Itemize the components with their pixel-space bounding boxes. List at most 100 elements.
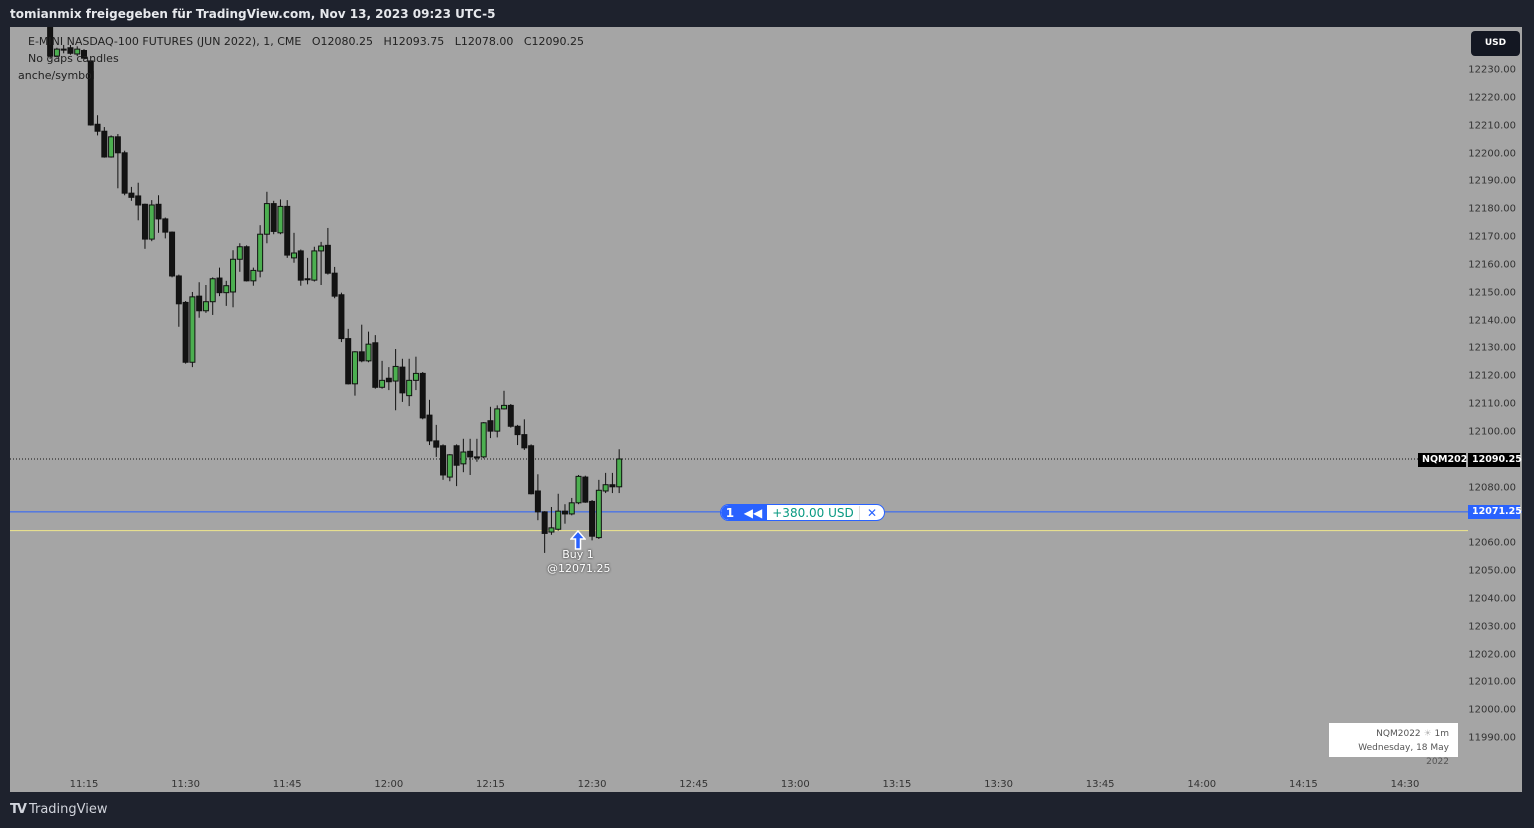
candle-up — [548, 527, 555, 533]
tradingview-logo[interactable]: TV TradingView — [10, 802, 107, 817]
candle-down — [331, 272, 338, 297]
candle-up — [616, 458, 623, 488]
candle-down — [121, 152, 128, 194]
candle-up — [189, 296, 196, 363]
candle-down — [324, 244, 331, 274]
time-axis-label: 12:30 — [577, 779, 607, 790]
time-axis-label: 14:30 — [1390, 779, 1420, 790]
info-interval: 1m — [1434, 729, 1450, 739]
candle-up — [60, 48, 67, 51]
candle-up — [494, 408, 501, 432]
buy-price-label: @12071.25 — [547, 562, 611, 575]
candle-down — [155, 203, 162, 220]
last-price-tag: 12090.25 — [1468, 453, 1522, 467]
candle-down — [345, 338, 352, 385]
candle-up — [108, 136, 115, 158]
candle-down — [399, 366, 406, 394]
candle-down — [521, 434, 528, 449]
candle-down — [589, 500, 596, 537]
price-axis-label: 12050.00 — [1468, 565, 1516, 577]
candlestick-plot[interactable] — [10, 27, 1522, 792]
sun-icon: ☀ — [1423, 729, 1432, 739]
candle-down — [561, 510, 568, 515]
candle-down — [135, 195, 142, 206]
legend-open: O12080.25 — [311, 35, 373, 48]
close-icon[interactable]: ✕ — [859, 505, 884, 520]
candle-up — [568, 502, 575, 515]
candle-up — [74, 48, 81, 55]
candle-up — [311, 250, 318, 281]
price-axis-label: 12190.00 — [1468, 175, 1516, 187]
price-axis-label: 12040.00 — [1468, 593, 1516, 605]
candle-down — [487, 420, 494, 432]
candle-down — [162, 218, 169, 233]
candle-down — [453, 445, 460, 466]
price-axis-label: 12100.00 — [1468, 426, 1516, 438]
candle-down — [338, 294, 345, 340]
time-axis-label: 14:00 — [1187, 779, 1217, 790]
legend-symbol[interactable]: E-MINI NASDAQ-100 FUTURES (JUN 2022), 1,… — [28, 35, 302, 48]
candle-down — [67, 47, 74, 54]
candle-down — [243, 246, 250, 282]
time-axis-label: 12:00 — [374, 779, 404, 790]
candle-down — [440, 445, 447, 476]
buy-label: Buy 1 — [562, 548, 594, 561]
candle-up — [263, 203, 270, 235]
currency-button[interactable]: USD — [1471, 31, 1520, 56]
candle-up — [480, 422, 487, 458]
candle-up — [460, 451, 467, 465]
price-axis-label: 12020.00 — [1468, 649, 1516, 660]
price-axis-label: 12160.00 — [1468, 259, 1516, 271]
chart-pane[interactable]: E-MINI NASDAQ-100 FUTURES (JUN 2022), 1,… — [10, 27, 1522, 792]
candle-up — [392, 365, 399, 382]
candle-up — [595, 489, 602, 539]
candle-down — [47, 27, 54, 57]
candle-down — [358, 351, 365, 362]
candle-down — [175, 275, 182, 305]
indicator-legend[interactable]: No gaps candles — [28, 52, 119, 65]
candle-up — [250, 269, 257, 282]
reverse-icon[interactable]: ◀◀ — [743, 505, 763, 520]
price-axis-label: 12000.00 — [1468, 704, 1516, 716]
candle-down — [372, 342, 379, 388]
candle-down — [507, 404, 514, 427]
candle-up — [412, 372, 419, 381]
candle-up — [318, 245, 325, 252]
candle-up — [53, 48, 60, 57]
time-axis-label: 13:00 — [780, 779, 810, 790]
price-axis-label: 12060.00 — [1468, 537, 1516, 549]
indicator-legend-2[interactable]: anche/symbol — [18, 69, 95, 82]
candle-down — [609, 484, 616, 488]
candle-up — [351, 351, 358, 385]
buy-marker[interactable]: Buy 1 @12071.25 — [547, 530, 611, 576]
info-date: Wednesday, 18 May 2022 — [1358, 743, 1449, 767]
time-axis-label: 12:15 — [476, 779, 505, 790]
candle-down — [94, 123, 101, 132]
candle-up — [277, 205, 284, 234]
last-price-symbol-tag: NQM2022 — [1418, 453, 1474, 467]
candle-down — [426, 414, 433, 442]
time-axis-label: 12:45 — [679, 779, 709, 790]
candle-up — [236, 246, 243, 260]
position-price-tag: 12071.25 — [1468, 505, 1522, 519]
candle-up — [602, 484, 609, 492]
position-widget[interactable]: 1 ◀◀ +380.00 USD ✕ — [720, 504, 885, 521]
candle-down — [297, 250, 304, 281]
candle-down — [534, 490, 541, 513]
candle-down — [541, 511, 548, 534]
symbol-legend: E-MINI NASDAQ-100 FUTURES (JUN 2022), 1,… — [28, 35, 584, 48]
info-symbol: NQM2022 — [1376, 729, 1421, 739]
candle-up — [575, 475, 582, 504]
candle-down — [114, 136, 121, 154]
candle-down — [270, 203, 277, 232]
candle-down — [128, 192, 135, 198]
position-pnl: +380.00 USD — [772, 505, 854, 520]
candle-down — [196, 295, 203, 312]
price-axis-label: 12180.00 — [1468, 203, 1516, 215]
candle-up — [406, 379, 413, 397]
price-axis-label: 12120.00 — [1468, 370, 1516, 382]
position-qty[interactable]: 1 ◀◀ — [721, 505, 767, 520]
candle-up — [148, 204, 155, 240]
candle-down — [467, 450, 474, 458]
candle-up — [365, 343, 372, 362]
